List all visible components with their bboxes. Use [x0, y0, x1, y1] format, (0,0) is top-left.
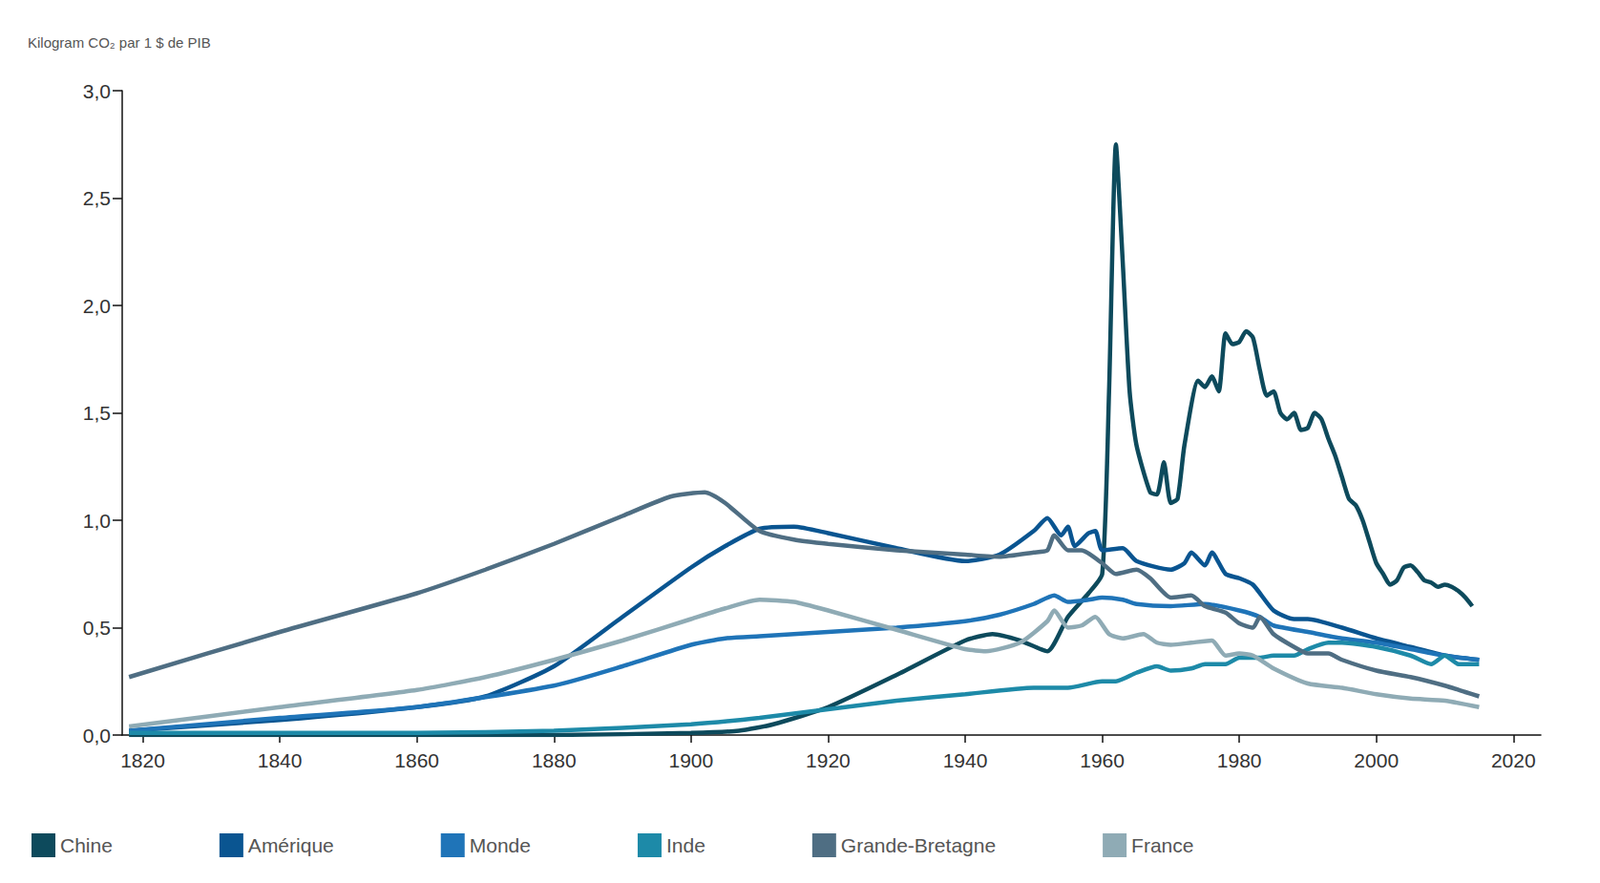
svg-text:1980: 1980	[1217, 749, 1263, 772]
svg-text:0,0: 0,0	[83, 724, 111, 747]
svg-text:Chine: Chine	[60, 834, 113, 857]
svg-text:France: France	[1131, 834, 1194, 857]
svg-text:1860: 1860	[394, 749, 440, 772]
svg-text:1880: 1880	[531, 749, 577, 772]
svg-text:1840: 1840	[257, 749, 303, 772]
svg-text:2020: 2020	[1491, 749, 1537, 772]
svg-text:0,5: 0,5	[83, 616, 111, 639]
svg-text:1820: 1820	[120, 749, 166, 772]
svg-text:1,0: 1,0	[83, 509, 111, 532]
svg-text:1900: 1900	[668, 749, 714, 772]
svg-text:3,0: 3,0	[83, 80, 111, 103]
svg-text:2,5: 2,5	[83, 187, 111, 210]
svg-text:Inde: Inde	[666, 834, 706, 857]
svg-text:2,0: 2,0	[83, 294, 111, 317]
svg-text:2000: 2000	[1353, 749, 1399, 772]
svg-text:1960: 1960	[1079, 749, 1125, 772]
svg-text:Grande-Bretagne: Grande-Bretagne	[841, 834, 996, 857]
svg-text:Monde: Monde	[469, 834, 531, 857]
svg-text:1,5: 1,5	[83, 401, 111, 424]
svg-text:1940: 1940	[943, 749, 989, 772]
svg-text:Amérique: Amérique	[248, 834, 335, 857]
svg-text:1920: 1920	[805, 749, 851, 772]
svg-text:Kilogram CO₂ par 1 $ de PIB: Kilogram CO₂ par 1 $ de PIB	[27, 34, 211, 51]
